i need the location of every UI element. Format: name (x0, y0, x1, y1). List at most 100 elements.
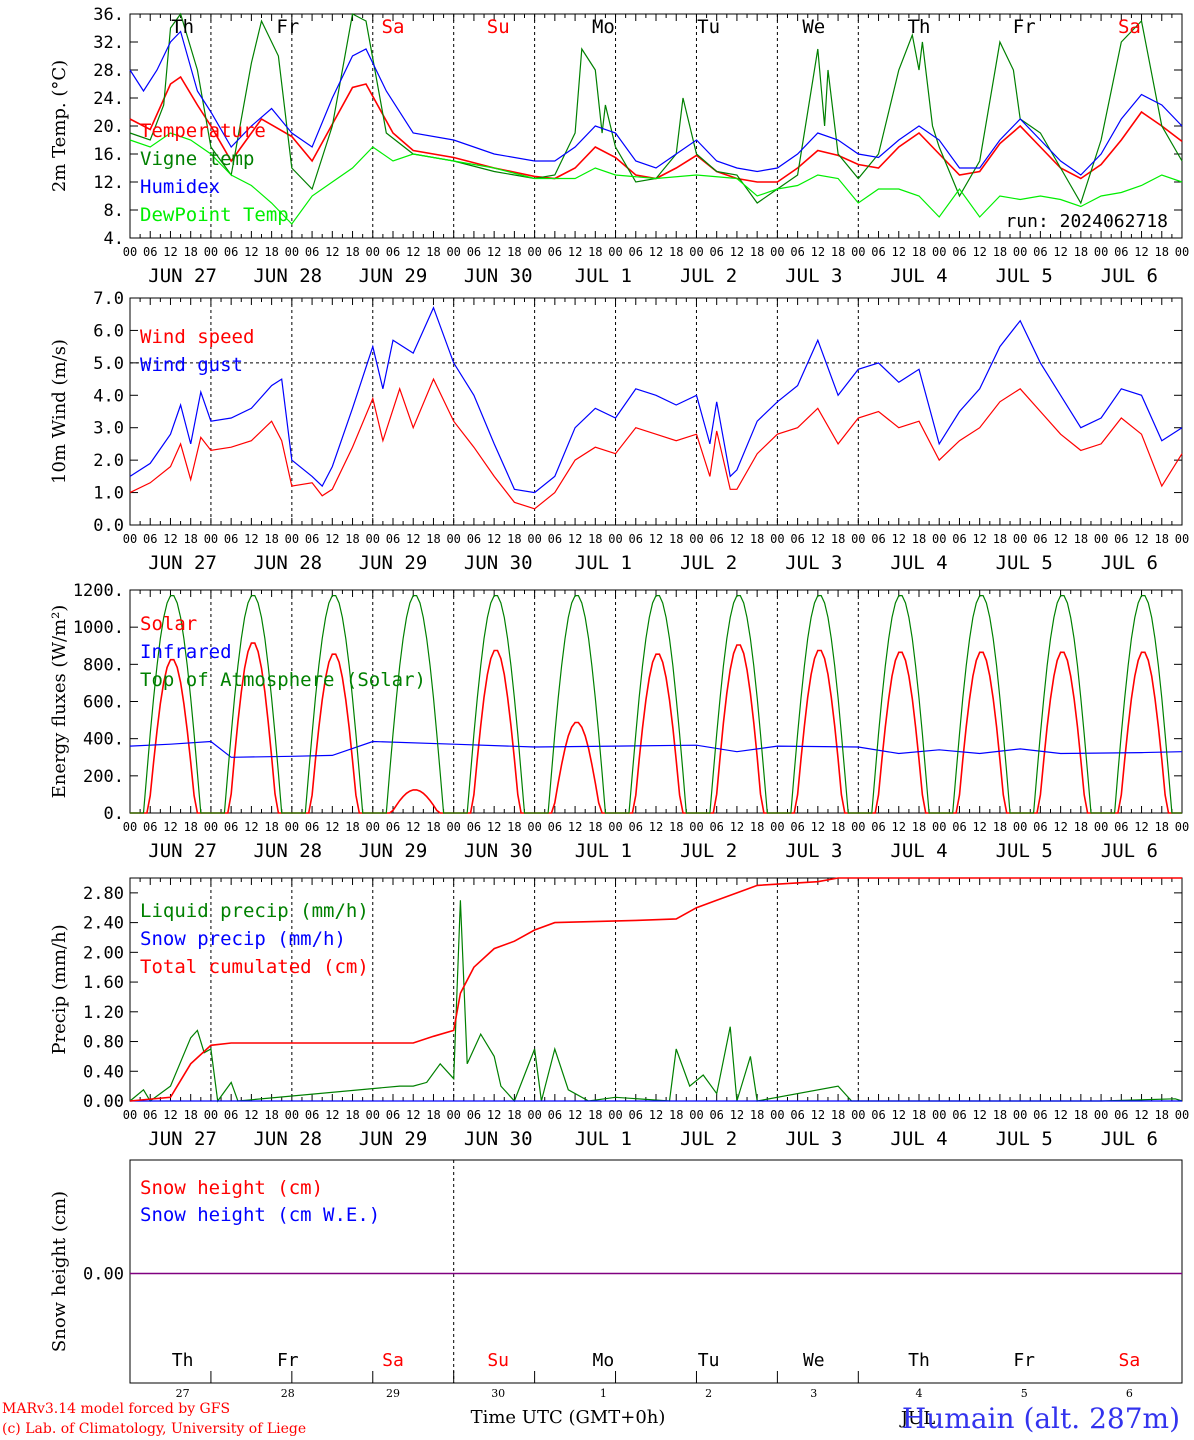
hour-tick-label: 18 (831, 245, 845, 259)
legend-entry: Infrared (140, 641, 232, 663)
hour-tick-label: 00 (446, 820, 460, 834)
hour-tick-label: 06 (871, 532, 885, 546)
date-label: JUL 6 (1101, 265, 1158, 287)
hour-tick-label: 18 (264, 1108, 278, 1122)
y-tick-label: 36. (93, 5, 124, 25)
hour-tick-label: 06 (871, 245, 885, 259)
hour-tick-label: 12 (406, 532, 420, 546)
hour-tick-label: 00 (527, 1108, 541, 1122)
hour-tick-label: 18 (750, 820, 764, 834)
y-tick-label: 1200. (73, 581, 124, 601)
y-axis-title: Snow height (cm) (49, 1191, 70, 1352)
hour-tick-label: 06 (1033, 245, 1047, 259)
hour-tick-label: 12 (406, 245, 420, 259)
hour-tick-label: 06 (548, 532, 562, 546)
legend-entry: Liquid precip (mm/h) (140, 900, 369, 922)
hour-tick-label: 00 (446, 1108, 460, 1122)
hour-tick-label: 12 (406, 1108, 420, 1122)
month-label: JUL (899, 1408, 935, 1429)
hour-tick-label: 06 (467, 820, 481, 834)
weekday-label: We (803, 1350, 825, 1371)
hour-tick-label: 12 (244, 532, 258, 546)
hour-tick-label: 12 (972, 820, 986, 834)
date-label: JUL 1 (575, 552, 632, 574)
series-line-top-of-atmosphere-solar- (130, 594, 1182, 814)
hour-tick-label: 18 (588, 1108, 602, 1122)
legend-entry: DewPoint Temp (140, 204, 289, 226)
hour-tick-label: 00 (1175, 1108, 1189, 1122)
hour-tick-label: 00 (689, 532, 703, 546)
hour-tick-label: 12 (972, 1108, 986, 1122)
hour-tick-label: 18 (264, 820, 278, 834)
hour-tick-label: 18 (1074, 532, 1088, 546)
hour-tick-label: 12 (1134, 820, 1148, 834)
hour-tick-label: 12 (649, 820, 663, 834)
legend-entry: Top of Atmosphere (Solar) (140, 669, 426, 691)
y-axis-title: 2m Temp. (°C) (49, 60, 70, 192)
hour-tick-label: 00 (285, 820, 299, 834)
hour-tick-label: 06 (467, 532, 481, 546)
date-label: JUL 5 (996, 552, 1053, 574)
series-line-dewpoint-temp (129, 132, 1183, 225)
hour-tick-label: 06 (790, 1108, 804, 1122)
hour-tick-label: 06 (952, 820, 966, 834)
series-line-humidex (129, 30, 1183, 176)
hour-tick-label: 06 (305, 245, 319, 259)
hour-tick-label: 06 (1033, 532, 1047, 546)
hour-tick-label: 18 (507, 245, 521, 259)
series-line-liquid-precip-mm-h- (129, 900, 1183, 1103)
hour-tick-label: 12 (811, 245, 825, 259)
hour-tick-label: 12 (649, 532, 663, 546)
hour-tick-label: 00 (204, 1108, 218, 1122)
weekday-label: Tu (697, 16, 720, 38)
hour-tick-label: 06 (1114, 532, 1128, 546)
series-line-wind-speed (129, 377, 1183, 510)
weekday-label: Fr (277, 1350, 299, 1371)
hour-tick-label: 00 (285, 1108, 299, 1122)
date-label: JUN 27 (148, 265, 217, 287)
date-label: JUN 28 (253, 552, 322, 574)
hour-tick-label: 12 (892, 1108, 906, 1122)
y-tick-label: 20. (93, 117, 124, 137)
y-tick-label: 0.00 (83, 1265, 124, 1285)
date-label: JUL 4 (890, 1128, 947, 1150)
hour-tick-label: 12 (325, 245, 339, 259)
series-line-total-cumulated-cm- (129, 877, 1182, 1102)
hour-tick-label: 12 (892, 820, 906, 834)
legend-entry: Snow height (cm W.E.) (140, 1204, 380, 1226)
hour-tick-label: 00 (366, 532, 380, 546)
hour-tick-label: 06 (629, 820, 643, 834)
hour-tick-label: 12 (568, 1108, 582, 1122)
date-label: JUL 3 (785, 265, 842, 287)
hour-tick-label: 18 (1074, 1108, 1088, 1122)
hour-tick-label: 00 (1013, 245, 1027, 259)
series-line-temperature (129, 75, 1183, 183)
hour-tick-label: 06 (305, 1108, 319, 1122)
hour-tick-label: 12 (244, 245, 258, 259)
hour-tick-label: 06 (790, 532, 804, 546)
hour-tick-label: 06 (143, 245, 157, 259)
y-tick-label: 2.80 (83, 884, 124, 904)
hour-tick-label: 12 (730, 1108, 744, 1122)
legend-entry: Total cumulated (cm) (140, 956, 369, 978)
date-label: JUN 27 (148, 1128, 217, 1150)
hour-tick-label: 12 (972, 245, 986, 259)
hour-tick-label: 06 (467, 245, 481, 259)
y-tick-label: 0.40 (83, 1062, 124, 1082)
date-label: JUL 1 (575, 1128, 632, 1150)
hour-tick-label: 00 (932, 532, 946, 546)
date-label: JUN 28 (253, 1128, 322, 1150)
weekday-label: Fr (1013, 16, 1036, 38)
hour-tick-label: 12 (325, 532, 339, 546)
hour-tick-label: 12 (406, 820, 420, 834)
date-label: JUL 2 (680, 265, 737, 287)
y-tick-label: 4.0 (93, 386, 124, 406)
y-tick-label: 0.0 (93, 516, 124, 536)
weekday-label: Su (487, 16, 510, 38)
hour-tick-label: 18 (345, 820, 359, 834)
weekday-label: Su (487, 1350, 509, 1371)
hour-tick-label: 18 (750, 245, 764, 259)
hour-tick-label: 06 (1114, 245, 1128, 259)
day-number-label: 3 (810, 1387, 817, 1400)
weekday-label: Sa (382, 1350, 404, 1371)
